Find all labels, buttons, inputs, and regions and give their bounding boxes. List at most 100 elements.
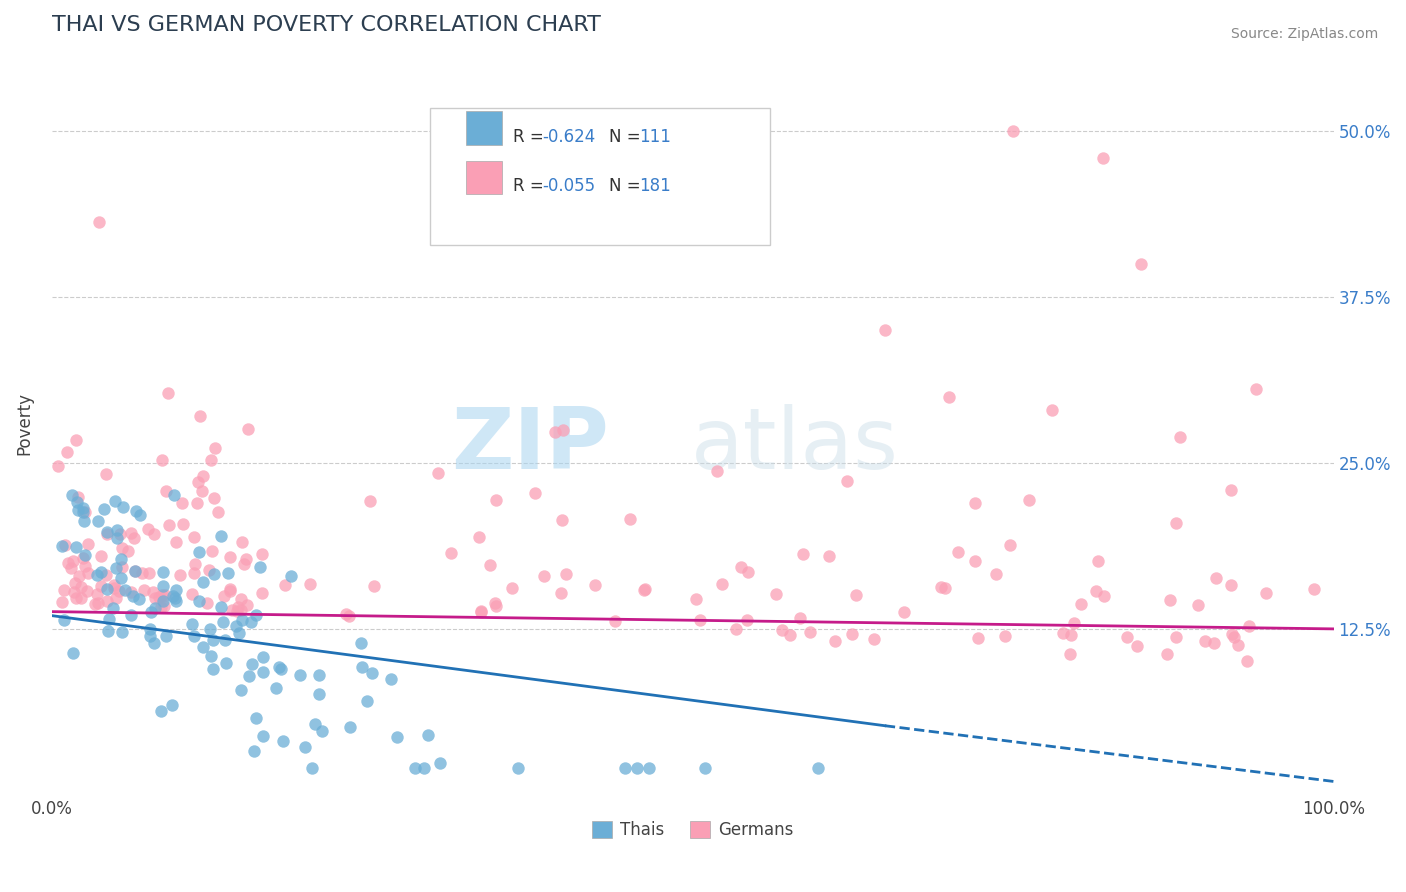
Point [238,422,260,436]
Point [626,761,648,775]
Text: -0.055: -0.055 [543,177,596,194]
Point [139,629,162,643]
Point [308,668,330,682]
Point [352,659,374,673]
Point [65,591,87,605]
Point [215,657,238,671]
Point [165,535,187,549]
Point [114,583,136,598]
Point [873,323,896,337]
Point [231,535,253,549]
Point [183,530,205,544]
Point [737,565,759,579]
Point [308,687,330,701]
Point [685,591,707,606]
Point [225,619,247,633]
Point [994,629,1017,643]
Point [143,636,166,650]
Point [51,539,73,553]
Point [221,603,243,617]
Point [1063,616,1085,631]
Point [252,649,274,664]
Point [792,547,814,561]
Point [789,610,811,624]
Point [76,566,98,581]
Point [219,583,242,598]
Point [1164,516,1187,531]
Point [288,668,311,682]
Point [245,607,267,622]
Point [470,604,492,618]
Point [70,580,93,594]
Point [228,625,250,640]
Point [1159,593,1181,607]
Point [72,550,94,565]
Point [152,565,174,579]
Point [1223,630,1246,644]
Point [53,613,76,627]
Point [157,518,180,533]
Point [252,665,274,679]
Point [508,761,530,775]
Point [418,729,440,743]
Point [197,597,219,611]
Point [1205,571,1227,585]
Point [929,580,952,594]
Point [634,582,657,596]
Point [150,588,173,602]
Point [619,512,641,526]
Point [184,557,207,571]
Point [799,624,821,639]
Text: 181: 181 [638,177,671,194]
Point [818,549,841,564]
Point [72,505,94,519]
Point [190,483,212,498]
Point [202,633,225,648]
Point [52,582,75,597]
Point [1116,630,1139,644]
Point [294,739,316,754]
Point [938,390,960,404]
Point [172,517,194,532]
Point [62,554,84,568]
Point [603,615,626,629]
Point [111,559,134,574]
Point [76,583,98,598]
Point [188,593,211,607]
Point [1059,647,1081,661]
Point [86,567,108,582]
Point [1219,578,1241,592]
Point [58,556,80,570]
Point [96,524,118,539]
Point [90,549,112,563]
Point [73,558,96,573]
Point [484,596,506,610]
Point [404,761,426,775]
Point [157,386,180,401]
Point [770,624,793,638]
Point [122,531,145,545]
Point [105,591,128,606]
Point [1060,628,1083,642]
Point [152,599,174,614]
Point [139,605,162,619]
Point [72,501,94,516]
Point [148,590,170,604]
Point [468,530,491,544]
Point [136,522,159,536]
Point [1070,597,1092,611]
Point [550,585,572,599]
Text: Source: ZipAtlas.com: Source: ZipAtlas.com [1230,27,1378,41]
Point [103,577,125,591]
Point [142,585,165,599]
Point [730,559,752,574]
Point [191,574,214,589]
Point [53,538,76,552]
Point [689,613,711,627]
Point [236,598,259,612]
Point [120,526,142,541]
Point [75,505,97,519]
Point [165,591,187,605]
Point [360,665,382,680]
Point [270,662,292,676]
